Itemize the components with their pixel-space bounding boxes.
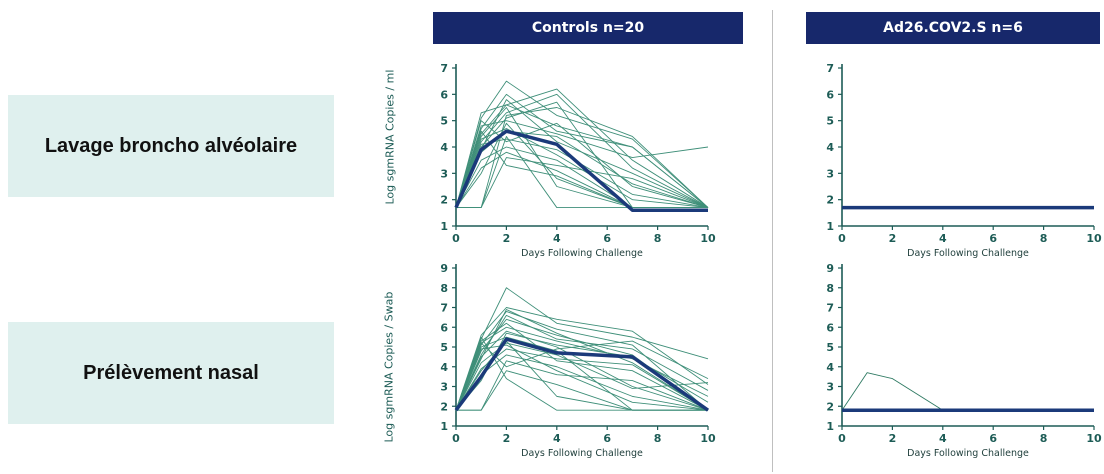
top-right-xlabel: Days Following Challenge — [907, 248, 1029, 259]
bottom-right-series-line-1 — [841, 372, 1094, 411]
bottom-right-xtick-label: 2 — [889, 432, 897, 445]
top-left-xtick-label: 6 — [603, 232, 611, 245]
bottom-left-series-line-20 — [455, 340, 708, 411]
top-left-series-line-20 — [455, 128, 709, 209]
top-left-series-line-19 — [456, 107, 709, 209]
bottom-right-ytick-label: 7 — [826, 302, 834, 315]
top-left-series-line-1 — [455, 80, 709, 208]
bottom-right-ytick-label: 6 — [826, 321, 834, 334]
bottom-right-ytick-label: 2 — [826, 400, 834, 413]
bottom-right-ytick-label: 8 — [826, 282, 834, 295]
bottom-right-xtick-label: 0 — [838, 432, 846, 445]
bottom-left-ytick-label: 9 — [440, 262, 448, 275]
bottom-left-series-line-18 — [455, 340, 709, 411]
top-right-ytick-label: 3 — [826, 167, 834, 180]
bottom-right-xtick-label: 6 — [989, 432, 997, 445]
top-left-xtick-label: 4 — [553, 232, 561, 245]
bottom-left-ytick-label: 6 — [440, 321, 448, 334]
top-right-ytick-label: 1 — [826, 220, 834, 233]
top-right-ytick-label: 6 — [826, 88, 834, 101]
bottom-left-ytick-label: 1 — [440, 420, 448, 433]
top-left-series-line-16 — [455, 120, 709, 209]
top-right-xtick-label: 10 — [1086, 232, 1102, 245]
bottom-left-series-line-2 — [455, 307, 709, 411]
bottom-right-ytick-label: 5 — [826, 341, 834, 354]
bottom-left-median-line — [454, 337, 710, 412]
top-left-series-line-18 — [455, 130, 708, 209]
top-left-series-line-5 — [455, 101, 708, 209]
bottom-left-ytick-label: 7 — [440, 302, 448, 315]
row-label-nasal: Prélèvement nasal — [8, 322, 334, 424]
top-right-xtick-label: 6 — [989, 232, 997, 245]
bottom-left-series-line-9 — [455, 348, 709, 411]
bottom-left-xtick-label: 10 — [700, 432, 716, 445]
top-left-xtick-label: 8 — [654, 232, 662, 245]
bottom-left-xtick-label: 6 — [603, 432, 611, 445]
top-left-ytick-label: 1 — [440, 220, 448, 233]
bottom-left-series-line-15 — [455, 322, 709, 411]
bottom-left-xtick-label: 8 — [654, 432, 662, 445]
bottom-left-ytick-label: 4 — [440, 361, 448, 374]
bottom-right-xlabel: Days Following Challenge — [907, 448, 1029, 459]
bottom-left-xlabel: Days Following Challenge — [521, 448, 643, 459]
bottom-left-series-line-19 — [455, 309, 709, 411]
bottom-left-xtick-label: 0 — [452, 432, 460, 445]
top-left-xtick-label: 2 — [503, 232, 511, 245]
top-left-series-line-3 — [455, 88, 709, 208]
top-left-median-line — [454, 129, 708, 212]
bottom-left-series-line-5 — [455, 326, 709, 411]
top-left-ytick-label: 6 — [440, 88, 448, 101]
bottom-right-xtick-label: 10 — [1086, 432, 1102, 445]
top-right-ytick-label: 4 — [826, 141, 834, 154]
column-divider — [772, 10, 773, 472]
top-left-series-line-9 — [455, 138, 709, 209]
top-left-series-line-7 — [455, 120, 709, 208]
column-header-controls: Controls n=20 — [433, 12, 743, 44]
bottom-left-ytick-label: 3 — [440, 381, 448, 394]
top-right-xtick-label: 4 — [939, 232, 947, 245]
bottom-left-series-line-8 — [455, 342, 709, 411]
column-header-vaccine: Ad26.COV2.S n=6 — [806, 12, 1100, 44]
top-right-xtick-label: 2 — [889, 232, 897, 245]
bottom-left-series-line-14 — [455, 314, 709, 411]
bottom-left-xtick-label: 2 — [503, 432, 511, 445]
bottom-right-xtick-label: 8 — [1040, 432, 1048, 445]
top-left-ytick-label: 4 — [440, 141, 448, 154]
bottom-left-ytick-label: 2 — [440, 400, 448, 413]
top-right-ytick-label: 5 — [826, 115, 834, 128]
bottom-right-ytick-label: 1 — [826, 420, 834, 433]
bottom-left-ytick-label: 8 — [440, 282, 448, 295]
top-left-ytick-label: 2 — [440, 194, 448, 207]
bottom-left-series-line-1 — [455, 287, 709, 411]
top-left-xtick-label: 10 — [700, 232, 716, 245]
bottom-right-ytick-label: 3 — [826, 381, 834, 394]
top-right-ytick-label: 7 — [826, 62, 834, 75]
top-left-xtick-label: 0 — [452, 232, 460, 245]
top-left-series-line-4 — [455, 93, 709, 208]
bottom-right-ytick-label: 4 — [826, 361, 834, 374]
top-right-ytick-label: 2 — [826, 194, 834, 207]
top-left-ytick-label: 3 — [440, 167, 448, 180]
top-left-series-line-13 — [455, 107, 708, 209]
top-left-ytick-label: 5 — [440, 115, 448, 128]
top-left-ytick-label: 7 — [440, 62, 448, 75]
bottom-left-ytick-label: 5 — [440, 341, 448, 354]
bottom-left-xtick-label: 4 — [553, 432, 561, 445]
top-right-xtick-label: 8 — [1040, 232, 1048, 245]
bottom-right-xtick-label: 4 — [939, 432, 947, 445]
row-label-bal: Lavage broncho alvéolaire — [8, 95, 334, 197]
bottom-right-ytick-label: 9 — [826, 262, 834, 275]
top-left-xlabel: Days Following Challenge — [521, 248, 643, 259]
top-left-series-line-6 — [455, 104, 709, 208]
top-right-xtick-label: 0 — [838, 232, 846, 245]
